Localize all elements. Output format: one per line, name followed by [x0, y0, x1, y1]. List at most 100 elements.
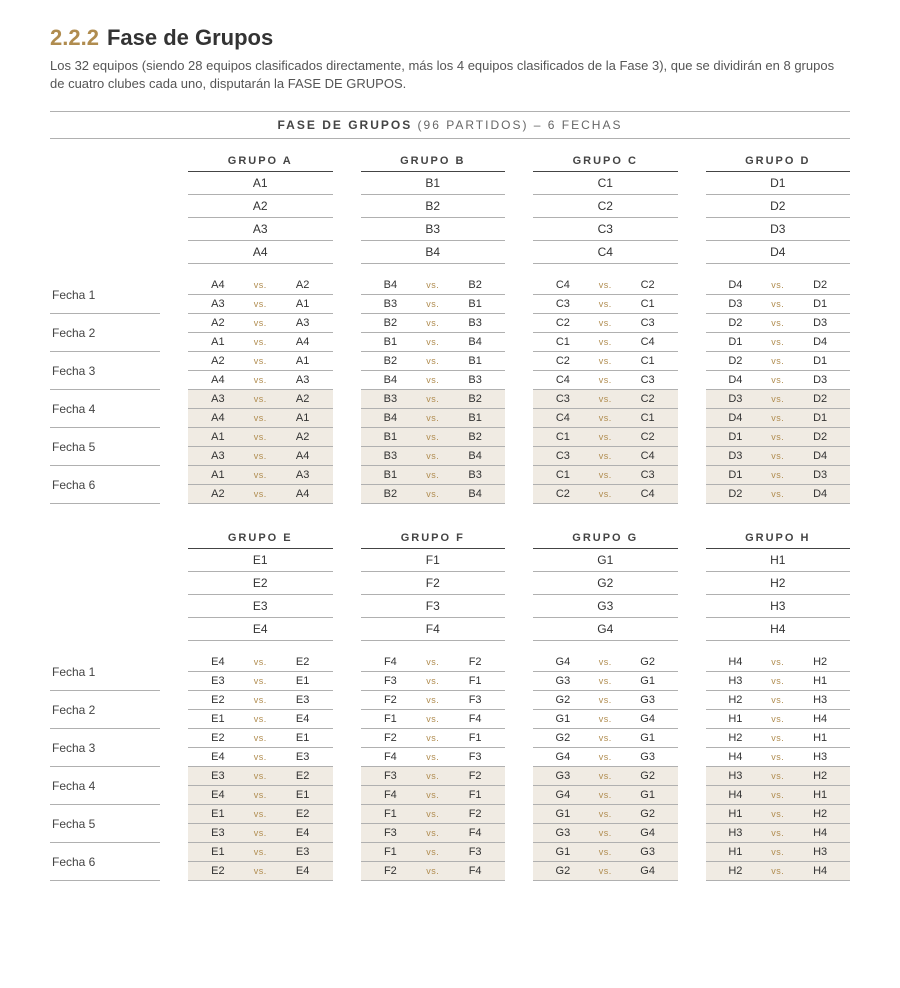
match-cell: D4vs.D2	[706, 276, 851, 295]
match-home: G3	[533, 770, 593, 782]
vs-label: vs.	[248, 695, 273, 705]
match-home: A4	[188, 412, 248, 424]
match-home: A4	[188, 374, 248, 386]
team-cell: H4	[706, 618, 851, 641]
match-cell: F3vs.F4	[361, 824, 506, 843]
match-home: C4	[533, 412, 593, 424]
vs-label: vs.	[248, 847, 273, 857]
match-home: F2	[361, 865, 421, 877]
match-home: D4	[706, 412, 766, 424]
match-home: A3	[188, 298, 248, 310]
match-away: C3	[618, 374, 678, 386]
match-home: A4	[188, 279, 248, 291]
match-away: G4	[618, 713, 678, 725]
match-away: H3	[790, 751, 850, 763]
spacer	[706, 264, 851, 276]
match-cell: B4vs.B3	[361, 371, 506, 390]
team-cell: B2	[361, 195, 506, 218]
match-cell: D3vs.D2	[706, 390, 851, 409]
match-away: F1	[445, 789, 505, 801]
vs-label: vs.	[420, 299, 445, 309]
match-home: A1	[188, 336, 248, 348]
vs-label: vs.	[420, 771, 445, 781]
vs-label: vs.	[420, 676, 445, 686]
vs-label: vs.	[420, 451, 445, 461]
vs-label: vs.	[420, 847, 445, 857]
match-away: G4	[618, 827, 678, 839]
match-home: D4	[706, 374, 766, 386]
match-away: D2	[790, 279, 850, 291]
match-cell: G4vs.G2	[533, 653, 678, 672]
vs-label: vs.	[765, 714, 790, 724]
match-cell: A2vs.A1	[188, 352, 333, 371]
row-label-spacer	[50, 195, 160, 218]
team-cell: E4	[188, 618, 333, 641]
match-cell: G3vs.G1	[533, 672, 678, 691]
match-home: E4	[188, 751, 248, 763]
team-cell: G2	[533, 572, 678, 595]
vs-label: vs.	[248, 752, 273, 762]
corner-spacer	[50, 532, 160, 549]
fecha-label: Fecha 2	[50, 314, 160, 352]
vs-label: vs.	[593, 676, 618, 686]
vs-label: vs.	[765, 470, 790, 480]
vs-label: vs.	[593, 299, 618, 309]
match-away: E1	[273, 675, 333, 687]
match-cell: H2vs.H1	[706, 729, 851, 748]
spacer	[188, 264, 333, 276]
row-label-spacer	[50, 595, 160, 618]
match-away: B3	[445, 469, 505, 481]
vs-label: vs.	[593, 695, 618, 705]
match-away: B2	[445, 431, 505, 443]
match-home: D2	[706, 355, 766, 367]
match-home: A2	[188, 355, 248, 367]
match-cell: D2vs.D3	[706, 314, 851, 333]
vs-label: vs.	[420, 714, 445, 724]
match-away: A1	[273, 298, 333, 310]
match-cell: G1vs.G4	[533, 710, 678, 729]
match-home: B2	[361, 488, 421, 500]
match-home: F4	[361, 656, 421, 668]
match-cell: D4vs.D1	[706, 409, 851, 428]
match-cell: H1vs.H4	[706, 710, 851, 729]
match-home: G3	[533, 675, 593, 687]
match-away: G1	[618, 789, 678, 801]
match-home: B4	[361, 279, 421, 291]
match-home: E1	[188, 713, 248, 725]
match-cell: F1vs.F2	[361, 805, 506, 824]
match-cell: C1vs.C3	[533, 466, 678, 485]
team-cell: D3	[706, 218, 851, 241]
match-away: G3	[618, 751, 678, 763]
vs-label: vs.	[248, 413, 273, 423]
match-away: E3	[273, 694, 333, 706]
match-cell: E2vs.E1	[188, 729, 333, 748]
match-home: B3	[361, 393, 421, 405]
team-cell: E1	[188, 549, 333, 572]
match-away: F2	[445, 770, 505, 782]
match-away: D3	[790, 469, 850, 481]
group-header: GRUPO E	[188, 532, 333, 549]
match-away: F4	[445, 865, 505, 877]
team-cell: B1	[361, 172, 506, 195]
spacer	[361, 641, 506, 653]
match-home: D2	[706, 488, 766, 500]
match-home: F3	[361, 675, 421, 687]
match-away: C2	[618, 279, 678, 291]
match-cell: E1vs.E2	[188, 805, 333, 824]
match-home: B2	[361, 317, 421, 329]
vs-label: vs.	[420, 470, 445, 480]
match-away: F4	[445, 713, 505, 725]
fecha-label: Fecha 6	[50, 843, 160, 881]
match-cell: A2vs.A4	[188, 485, 333, 504]
fecha-label: Fecha 2	[50, 691, 160, 729]
match-cell: E3vs.E2	[188, 767, 333, 786]
vs-label: vs.	[593, 733, 618, 743]
match-cell: D1vs.D3	[706, 466, 851, 485]
match-cell: B2vs.B3	[361, 314, 506, 333]
match-home: D1	[706, 336, 766, 348]
match-cell: F1vs.F3	[361, 843, 506, 862]
match-cell: C3vs.C1	[533, 295, 678, 314]
match-away: H3	[790, 694, 850, 706]
match-cell: H4vs.H1	[706, 786, 851, 805]
vs-label: vs.	[248, 676, 273, 686]
